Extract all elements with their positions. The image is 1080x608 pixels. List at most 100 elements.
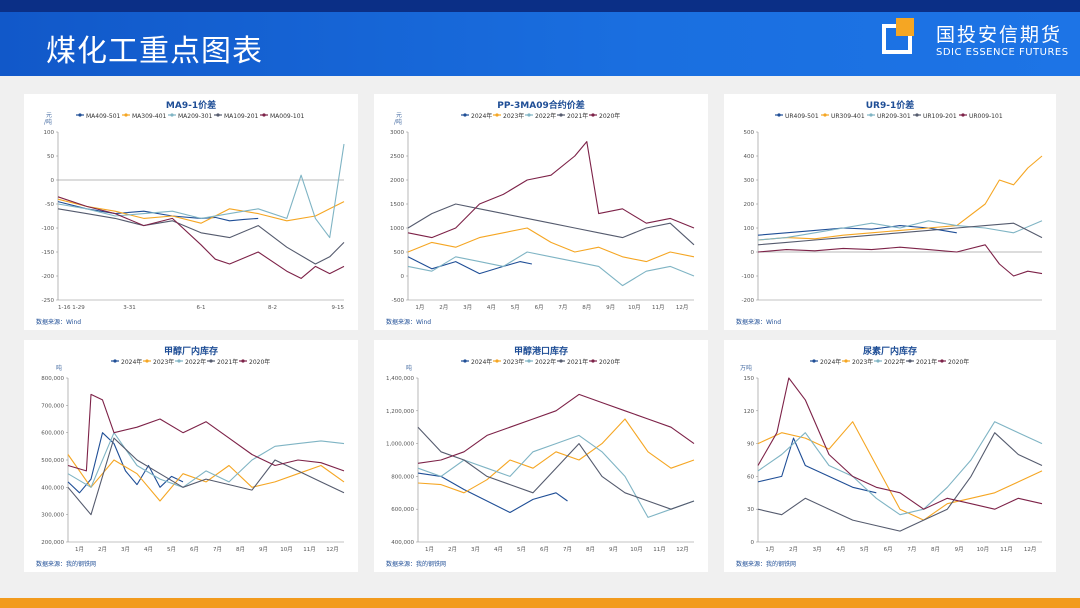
x-tick-label: 5月 [860,546,869,553]
series-line-2023年 [417,418,695,494]
legend-label: 2020年 [948,358,969,366]
x-tick-label: 7月 [563,546,572,553]
legend-label: 2022年 [535,358,556,366]
series-line-2020年 [67,393,345,472]
legend-label: 2021年 [567,358,588,366]
y-tick-label: 1,200,000 [386,409,414,415]
y-tick-label: 3000 [390,130,404,136]
x-tick-label: 12月 [676,546,689,553]
legend-label: 2024年 [471,112,492,120]
data-source-label: 数据来源：Wind [736,318,781,326]
legend-marker [823,113,827,117]
x-tick-label: 10月 [630,546,643,553]
legend-marker [495,359,499,363]
series-line-2022年 [417,434,695,518]
data-source-label: 数据来源：Wind [386,318,431,326]
series-line-2024年 [417,472,568,514]
legend-label: 2024年 [820,358,841,366]
x-tick-label: 11月 [1000,546,1013,553]
legend-label: 2020年 [249,358,270,366]
series-line-2023年 [407,227,695,263]
x-tick-label: 8月 [586,546,595,553]
chart-panel-ma91: MA9-1价差 MA409-501 MA309-401 MA209-301 MA109-… [24,94,358,330]
series-line-2020年 [407,141,695,239]
legend-marker [559,359,563,363]
series-line-2024年 [67,432,184,494]
x-tick-label: 9月 [606,304,615,311]
x-tick-label: 11月 [303,546,316,553]
y-tick-label: 400,000 [41,485,64,491]
x-tick-label: 6-1 [197,305,206,311]
data-source-label: 数据来源：我的钢铁网 [36,560,96,568]
x-tick-label: 9-15 [332,305,345,311]
legend-label: 2022年 [185,358,206,366]
y-tick-label: 100 [744,226,755,232]
brand-name-en: SDIC ESSENCE FUTURES [936,47,1069,58]
chart-title: UR9-1价差 [866,99,915,111]
series-line-2021年 [407,203,695,246]
legend-label: 2024年 [121,358,142,366]
series-line-2024年 [757,437,877,494]
chart-panel-ur91: UR9-1价差 UR409-501 UR309-401 UR209-301 UR109-… [724,94,1056,330]
legend-marker [527,113,531,117]
chart-panel-ma-port: 甲醇港口库存 2024年 2023年 2022年 2021年 2020年吨 1,400,00… [374,340,708,572]
legend-marker [527,359,531,363]
y-tick-label: -500 [392,298,405,304]
legend-marker [463,113,467,117]
legend-label: 2021年 [916,358,937,366]
y-tick-label: 300,000 [41,513,64,519]
legend-label: UR009-101 [969,113,1003,120]
legend-marker [844,359,848,363]
x-tick-label: 8月 [236,546,245,553]
y-tick-label: 30 [747,507,754,513]
legend-label: MA309-401 [132,113,167,120]
y-unit-label: 吨 [406,364,412,372]
y-unit-label: 吨 [56,364,62,372]
data-source-label: 数据来源：我的钢铁网 [386,560,446,568]
legend-label: 2023年 [852,358,873,366]
chart-title: 尿素厂内库存 [863,345,917,357]
legend-label: 2022年 [535,112,556,120]
legend-marker [124,113,128,117]
series-line-2023年 [67,454,345,502]
y-tick-label: 0 [51,178,55,184]
series-line-MA009-101 [57,196,345,279]
y-unit-label: /吨 [44,118,52,126]
y-tick-label: 100 [44,130,55,136]
y-tick-label: 600,000 [391,507,414,513]
y-tick-label: 600,000 [41,431,64,437]
chart-panel-ma-factory: 甲醇厂内库存 2024年 2023年 2022年 2021年 2020年吨 800,000 7… [24,340,358,572]
x-tick-label: 11月 [653,546,666,553]
x-tick-label: 12月 [326,546,339,553]
y-tick-label: 200 [744,202,755,208]
y-tick-label: 0 [751,250,755,256]
legend-label: MA409-501 [86,113,121,120]
y-tick-label: 120 [744,409,755,415]
x-tick-label: 1月 [765,546,774,553]
y-tick-label: 700,000 [41,403,64,409]
legend-marker [216,113,220,117]
x-tick-label: 6月 [540,546,549,553]
x-tick-label: 9月 [955,546,964,553]
x-tick-label: 7月 [213,546,222,553]
legend-marker [908,359,912,363]
chart-panel-ur-factory: 尿素厂内库存 2024年 2023年 2022年 2021年 2020年 万吨 150 120 9… [724,340,1056,572]
series-line-2021年 [417,426,695,510]
y-tick-label: -200 [42,274,55,280]
x-tick-label: 8-2 [268,305,277,311]
x-tick-label: 11月 [652,304,665,311]
y-tick-label: 400 [744,154,755,160]
series-line-2021年 [67,437,345,516]
series-line-UR309-401 [757,155,1043,241]
chart-ma91: MA9-1价差 MA409-501 MA309-401 MA209-301 MA109-… [36,99,345,326]
x-tick-label: 3月 [121,546,130,553]
y-tick-label: 90 [747,442,754,448]
x-tick-label: 1月 [75,546,84,553]
x-tick-label: 8月 [582,304,591,311]
y-tick-label: 2500 [390,154,404,160]
legend-marker [241,359,245,363]
x-tick-label: 3月 [813,546,822,553]
series-line-UR209-301 [757,220,1043,241]
